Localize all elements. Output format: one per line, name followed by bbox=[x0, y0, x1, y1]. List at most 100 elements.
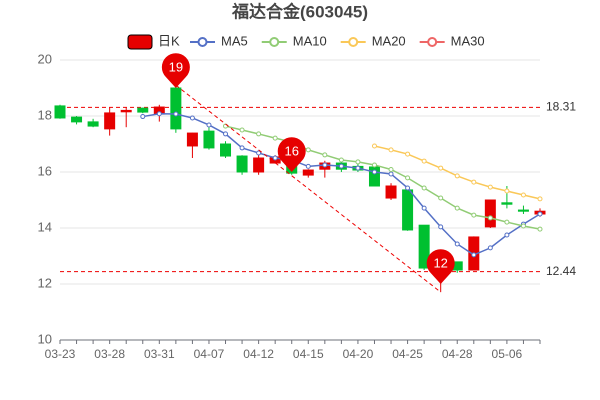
x-tick-label: 03-28 bbox=[94, 347, 125, 361]
ma-point bbox=[471, 212, 477, 218]
ma-point bbox=[438, 224, 444, 230]
ma-point bbox=[388, 171, 394, 177]
ma-point bbox=[272, 135, 278, 141]
ma-point bbox=[388, 147, 394, 153]
ma-point bbox=[239, 145, 245, 151]
x-tick-label: 05-06 bbox=[492, 347, 523, 361]
ma-point bbox=[305, 147, 311, 153]
y-tick-label: 10 bbox=[38, 331, 52, 346]
ma-point bbox=[487, 245, 493, 251]
reference-label: 18.31 bbox=[546, 99, 576, 113]
legend-dot bbox=[348, 37, 359, 47]
ma-point bbox=[223, 131, 229, 137]
ma-point bbox=[520, 192, 526, 198]
candle-body bbox=[203, 130, 215, 149]
ma-point bbox=[322, 152, 328, 158]
ma-point bbox=[256, 150, 262, 156]
x-tick-label: 03-31 bbox=[144, 347, 175, 361]
ma-point bbox=[454, 173, 460, 179]
candle-body bbox=[220, 143, 232, 157]
candle-body bbox=[402, 189, 414, 231]
legend-swatch bbox=[127, 34, 153, 50]
ma-point bbox=[421, 205, 427, 211]
y-tick-label: 20 bbox=[38, 51, 52, 66]
x-tick-label: 04-28 bbox=[442, 347, 473, 361]
legend-label: MA20 bbox=[372, 33, 406, 48]
x-tick-label: 03-23 bbox=[45, 347, 76, 361]
candle-body bbox=[517, 209, 529, 212]
legend-label: 日K bbox=[158, 33, 180, 48]
ma-point bbox=[239, 127, 245, 133]
y-tick-label: 18 bbox=[38, 107, 52, 122]
legend-dot bbox=[427, 37, 438, 47]
ma-point bbox=[272, 155, 278, 161]
candle-body bbox=[253, 157, 265, 173]
ma-point bbox=[206, 122, 212, 128]
candle-body bbox=[170, 87, 182, 130]
ma-point bbox=[140, 114, 146, 120]
ma-point bbox=[421, 185, 427, 191]
ma-point bbox=[338, 157, 344, 163]
legend-label: MA5 bbox=[221, 33, 248, 48]
x-tick-label: 04-12 bbox=[243, 347, 274, 361]
ma-point bbox=[305, 163, 311, 169]
x-tick-label: 04-20 bbox=[343, 347, 374, 361]
trend-line bbox=[175, 84, 441, 293]
x-tick-label: 04-07 bbox=[194, 347, 225, 361]
legend-dot bbox=[197, 37, 208, 47]
marker-pin bbox=[277, 137, 306, 172]
marker-label: 16 bbox=[284, 143, 298, 158]
ma-point bbox=[256, 131, 262, 137]
marker-label: 12 bbox=[433, 255, 447, 270]
candle-body bbox=[418, 224, 430, 269]
ma-point bbox=[388, 166, 394, 172]
ma-point bbox=[504, 219, 510, 225]
ma-point bbox=[438, 195, 444, 201]
ma-line bbox=[225, 125, 541, 230]
candle-body bbox=[484, 199, 496, 228]
marker-label: 19 bbox=[169, 59, 183, 74]
ma-point bbox=[355, 165, 361, 171]
ma-point bbox=[371, 143, 377, 149]
candle-body bbox=[87, 121, 99, 127]
ma-point bbox=[438, 165, 444, 171]
candle-body bbox=[186, 132, 198, 147]
ma-point bbox=[371, 169, 377, 175]
ma-point bbox=[338, 163, 344, 169]
candle-body bbox=[104, 112, 116, 130]
ma-point bbox=[173, 111, 179, 117]
ma-point bbox=[487, 184, 493, 190]
marker-pin bbox=[426, 249, 455, 284]
ma-point bbox=[471, 252, 477, 258]
candle-body bbox=[236, 155, 248, 173]
ma-point bbox=[537, 196, 543, 202]
ma-point bbox=[421, 158, 427, 164]
ma-point bbox=[405, 151, 411, 157]
candle-body bbox=[302, 169, 314, 176]
y-tick-label: 12 bbox=[38, 275, 52, 290]
reference-label: 12.44 bbox=[546, 264, 576, 278]
ma-point bbox=[454, 241, 460, 247]
y-tick-label: 14 bbox=[38, 219, 52, 234]
y-tick-label: 16 bbox=[38, 163, 52, 178]
ma-point bbox=[454, 205, 460, 211]
chart-title: 福达合金(603045) bbox=[231, 1, 368, 21]
candle-body bbox=[120, 109, 132, 113]
legend-label: MA30 bbox=[451, 33, 485, 48]
candle-body bbox=[137, 107, 149, 113]
ma-point bbox=[487, 215, 493, 221]
candle-body bbox=[54, 105, 66, 119]
candle-body bbox=[501, 202, 513, 205]
candle-body bbox=[71, 116, 83, 123]
legend-label: MA10 bbox=[293, 33, 327, 48]
ma-point bbox=[156, 111, 162, 117]
ma-point bbox=[504, 188, 510, 194]
candle-body bbox=[385, 185, 397, 199]
ma-point bbox=[537, 211, 543, 217]
ma-point bbox=[322, 162, 328, 168]
ma-point bbox=[189, 115, 195, 121]
ma-point bbox=[520, 223, 526, 229]
ma-point bbox=[405, 185, 411, 191]
ma-point bbox=[537, 226, 543, 232]
